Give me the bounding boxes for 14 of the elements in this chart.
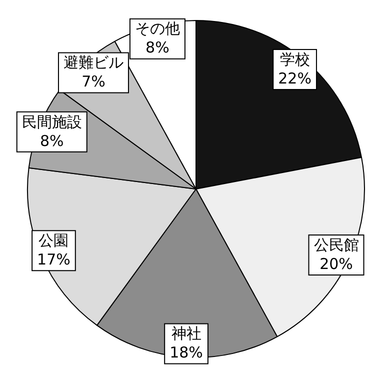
data-label: 17% [37,250,70,268]
data-label: 22% [278,69,312,88]
data-label: 8% [40,132,64,150]
slice-label: 神社 [171,324,202,343]
data-label: 18% [170,344,203,362]
slice-label: 学校 [280,50,310,68]
slice-label: 避難ビル [63,54,124,72]
slice-label: その他 [134,20,180,38]
data-label: 8% [146,38,170,57]
data-label: 20% [320,254,353,273]
slice-label: 民間施設 [22,112,82,131]
data-label: 7% [82,72,106,91]
slice-label: 公民館 [314,236,359,254]
slice-label: 公園 [38,231,69,250]
